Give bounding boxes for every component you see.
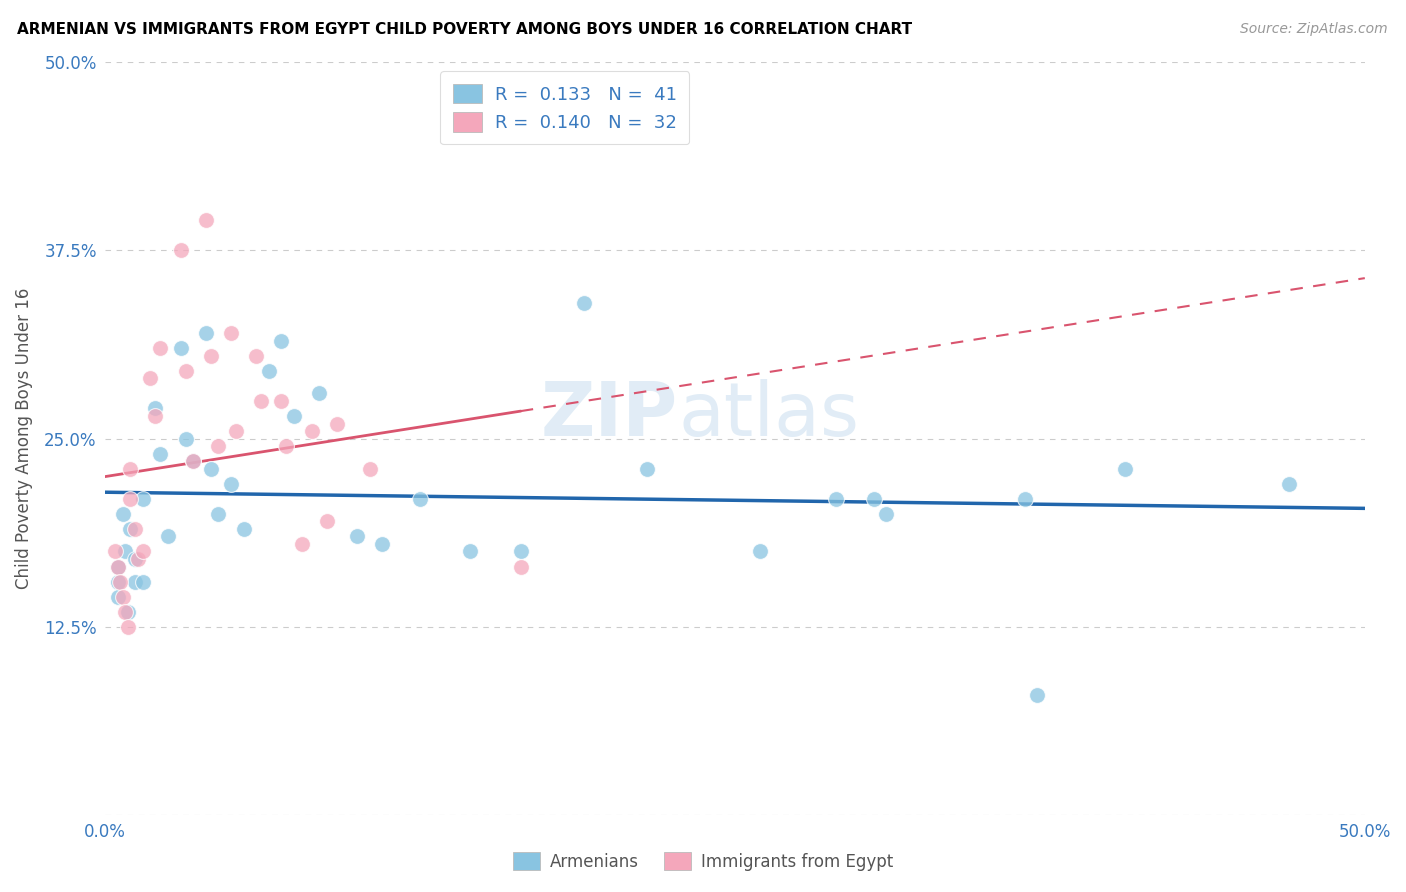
Point	[114, 544, 136, 558]
Point	[120, 461, 142, 475]
Point	[200, 349, 222, 363]
Point	[326, 417, 349, 431]
Point	[194, 213, 217, 227]
Point	[1278, 476, 1301, 491]
Point	[824, 491, 846, 506]
Y-axis label: Child Poverty Among Boys Under 16: Child Poverty Among Boys Under 16	[15, 288, 32, 590]
Point	[1026, 688, 1049, 702]
Point	[169, 244, 191, 258]
Point	[107, 559, 129, 574]
Point	[1114, 461, 1136, 475]
Point	[509, 559, 531, 574]
Point	[111, 590, 134, 604]
Point	[120, 522, 142, 536]
Legend: Armenians, Immigrants from Egypt: Armenians, Immigrants from Egypt	[505, 844, 901, 880]
Point	[371, 537, 394, 551]
Point	[257, 364, 280, 378]
Point	[107, 574, 129, 589]
Point	[636, 461, 658, 475]
Point	[194, 326, 217, 341]
Point	[132, 544, 155, 558]
Point	[460, 544, 482, 558]
Point	[145, 401, 167, 416]
Point	[1014, 491, 1036, 506]
Point	[111, 507, 134, 521]
Point	[270, 334, 292, 348]
Point	[149, 341, 172, 355]
Point	[875, 507, 897, 521]
Point	[174, 364, 197, 378]
Point	[114, 605, 136, 619]
Point	[207, 439, 229, 453]
Point	[291, 537, 314, 551]
Point	[108, 574, 131, 589]
Point	[346, 529, 368, 543]
Point	[132, 491, 155, 506]
Point	[572, 296, 595, 310]
Point	[219, 326, 242, 341]
Point	[107, 590, 129, 604]
Point	[174, 432, 197, 446]
Text: ARMENIAN VS IMMIGRANTS FROM EGYPT CHILD POVERTY AMONG BOYS UNDER 16 CORRELATION : ARMENIAN VS IMMIGRANTS FROM EGYPT CHILD …	[17, 22, 912, 37]
Point	[149, 447, 172, 461]
Point	[315, 515, 337, 529]
Point	[124, 522, 146, 536]
Point	[107, 559, 129, 574]
Point	[124, 552, 146, 566]
Text: atlas: atlas	[678, 379, 859, 452]
Point	[219, 476, 242, 491]
Point	[409, 491, 432, 506]
Point	[270, 393, 292, 408]
Point	[276, 439, 298, 453]
Text: ZIP: ZIP	[541, 379, 678, 452]
Point	[207, 507, 229, 521]
Point	[232, 522, 254, 536]
Point	[181, 454, 204, 468]
Point	[117, 605, 139, 619]
Point	[245, 349, 267, 363]
Point	[104, 544, 127, 558]
Point	[124, 574, 146, 589]
Point	[145, 409, 167, 423]
Point	[283, 409, 305, 423]
Point	[359, 461, 381, 475]
Legend: R =  0.133   N =  41, R =  0.140   N =  32: R = 0.133 N = 41, R = 0.140 N = 32	[440, 71, 689, 145]
Point	[301, 424, 323, 438]
Point	[862, 491, 884, 506]
Point	[117, 620, 139, 634]
Point	[250, 393, 273, 408]
Point	[132, 574, 155, 589]
Point	[181, 454, 204, 468]
Point	[127, 552, 149, 566]
Point	[120, 491, 142, 506]
Point	[139, 371, 162, 385]
Point	[169, 341, 191, 355]
Point	[308, 386, 330, 401]
Point	[749, 544, 772, 558]
Point	[200, 461, 222, 475]
Point	[509, 544, 531, 558]
Point	[157, 529, 180, 543]
Text: Source: ZipAtlas.com: Source: ZipAtlas.com	[1240, 22, 1388, 37]
Point	[225, 424, 247, 438]
